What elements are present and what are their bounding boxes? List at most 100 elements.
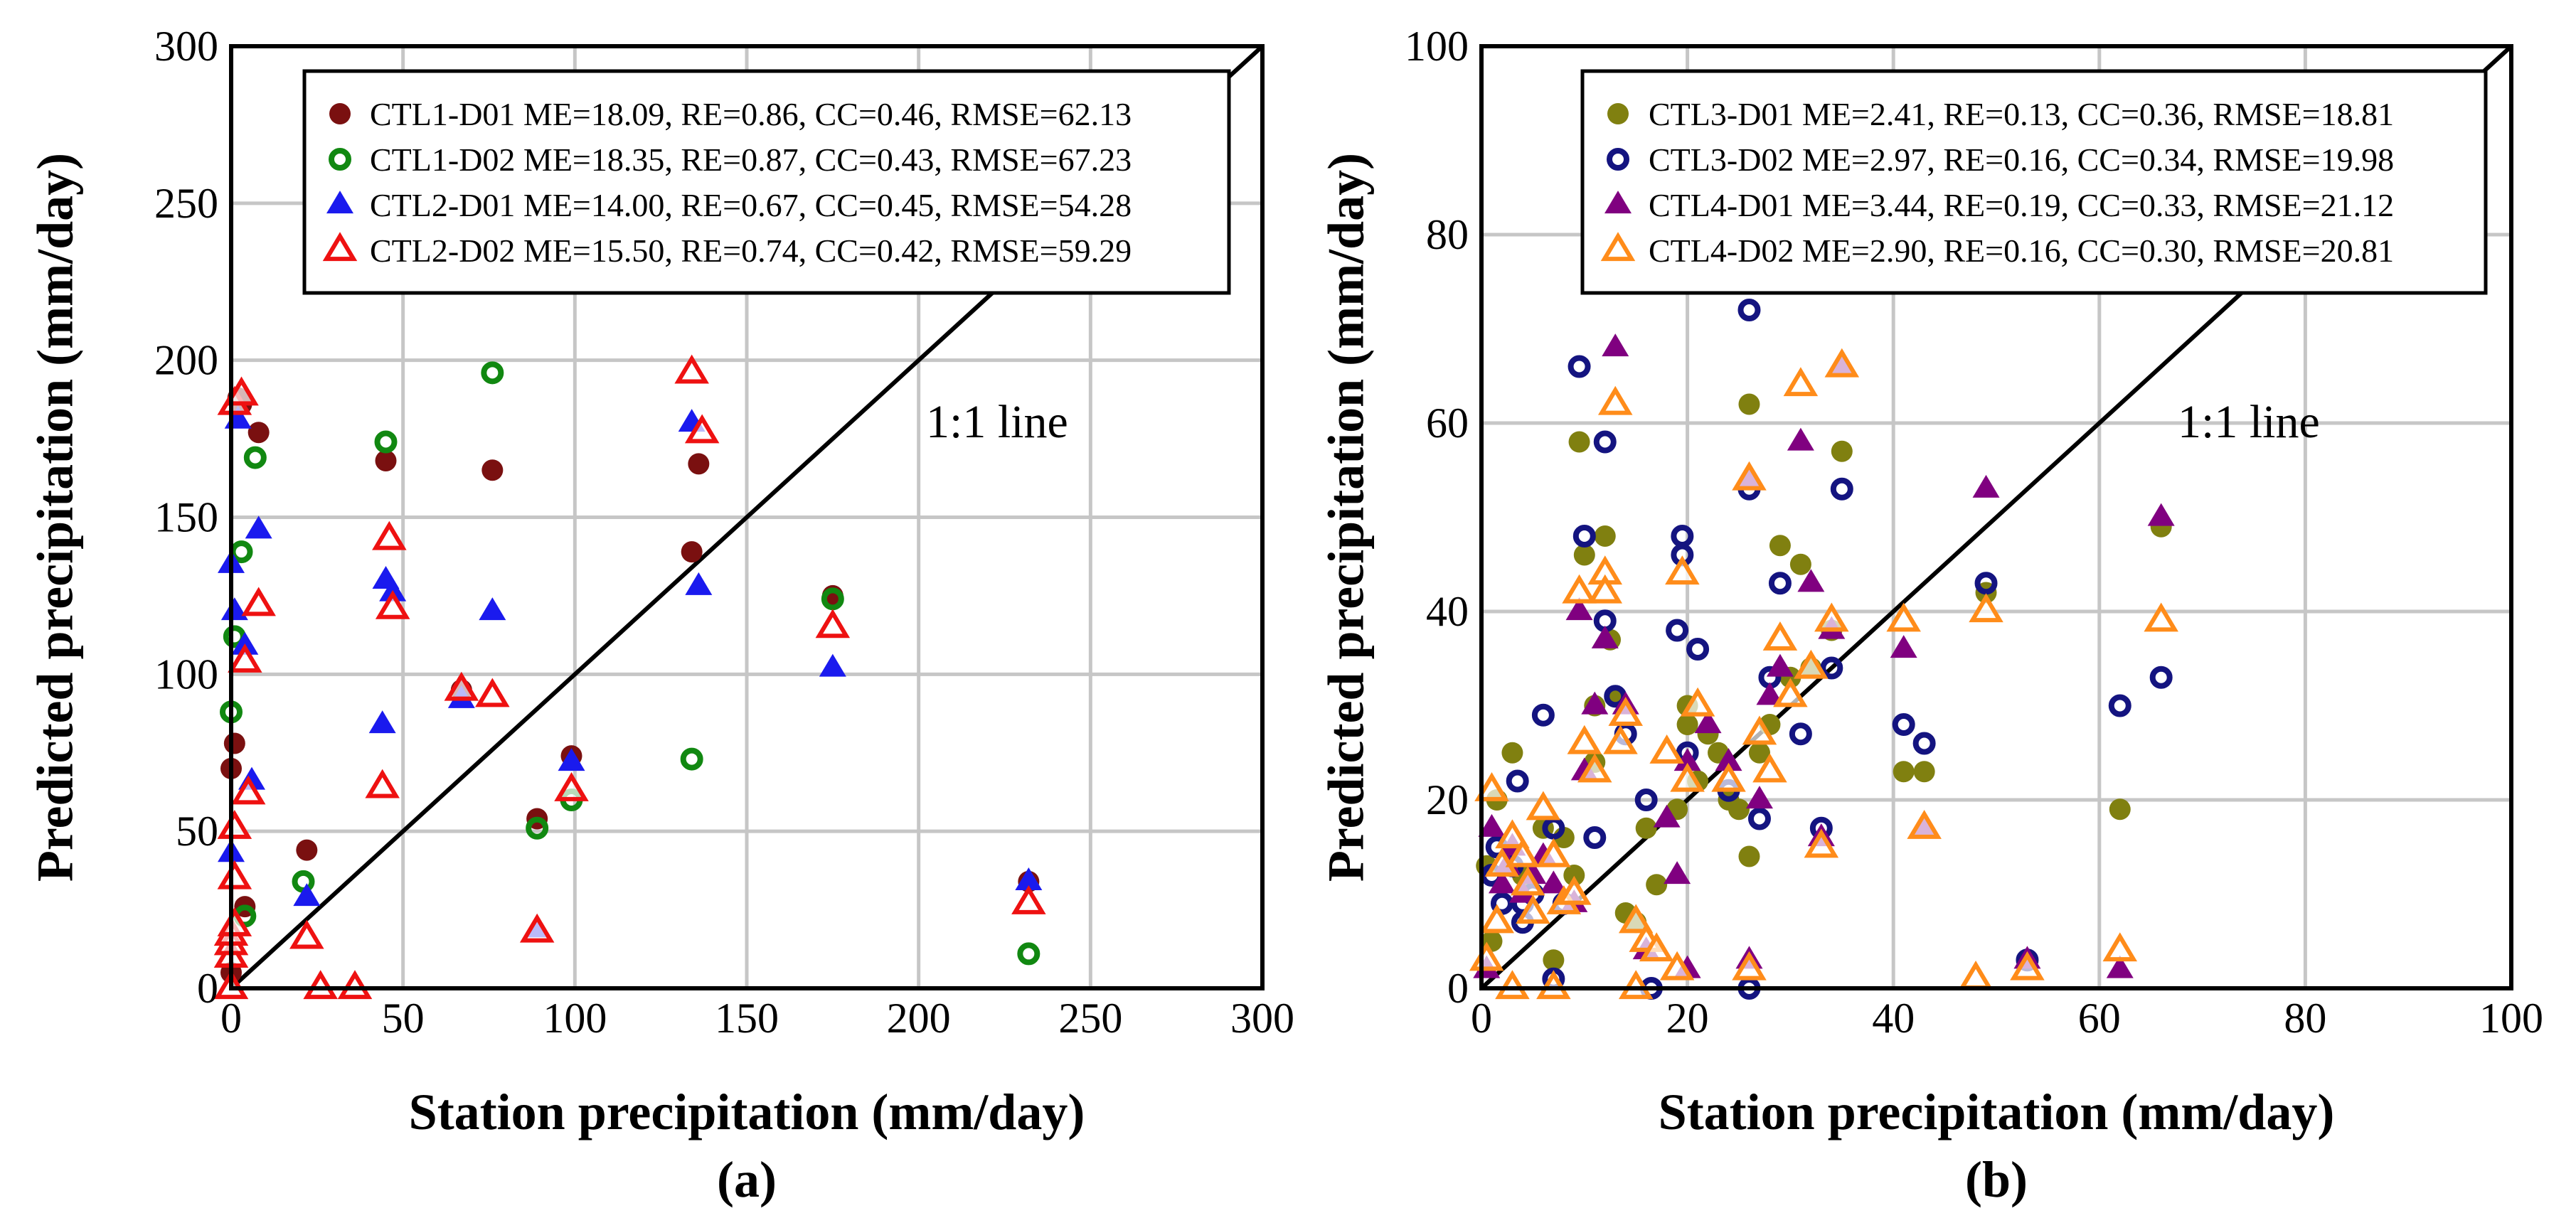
panel-b-data-point (2144, 602, 2178, 632)
panel-b-data-point (1748, 742, 1770, 764)
panel-a-data-point (685, 572, 713, 595)
panel-b-data-point (1572, 525, 1596, 547)
panel-b-legend-items: CTL3-D01 ME=2.41, RE=0.13, CC=0.36, RMSE… (1600, 96, 2394, 269)
panel-b-data-point (1597, 385, 1633, 415)
panel-b-data-point (1789, 722, 1812, 746)
panel-b-data-point (1756, 682, 1784, 705)
panel-a-data-point (519, 913, 555, 943)
panel-b-data-point (1747, 807, 1771, 830)
panel-b-data-point (1505, 838, 1540, 867)
panel-a-data-point (293, 883, 321, 907)
panel-a-data-point (223, 732, 245, 754)
panel-b-legend-entry: CTL4-D01 ME=3.44, RE=0.19, CC=0.33, RMSE… (1604, 187, 2394, 223)
panel-b-data-point (1820, 656, 1843, 680)
panel-a-legend-entry: CTL2-D02 ME=15.50, RE=0.74, CC=0.42, RMS… (322, 232, 1132, 269)
panel-a-legend-marker (322, 232, 358, 262)
panel-a-legend-label: CTL2-D01 ME=14.00, RE=0.67, CC=0.45, RMS… (370, 187, 1132, 223)
panel-b-data-point (1653, 804, 1681, 828)
panel-a-x-tick-label: 300 (1230, 995, 1294, 1042)
panel-a-x-tick-label: 250 (1058, 995, 1122, 1042)
panel-b-data-point (1540, 870, 1568, 894)
panel-a-data-point (375, 450, 397, 471)
panel-b-x-tick-label: 80 (2284, 995, 2326, 1042)
panel-a-data-point (374, 430, 398, 454)
panel-a-data-point (368, 710, 396, 734)
panel-a-data-point (303, 970, 338, 1000)
panel-b-data-point (1732, 951, 1767, 980)
panel-b-x-tick-label: 20 (1666, 995, 1709, 1042)
panel-b-data-point (1794, 649, 1829, 679)
panel-b-data-point (1738, 845, 1760, 867)
panel-b-data-point (1478, 813, 1506, 837)
panel-a-data-point (217, 907, 252, 936)
panel-b-data-point (1495, 819, 1530, 849)
panel-a-legend-label: CTL2-D02 ME=15.50, RE=0.74, CC=0.42, RMS… (370, 233, 1132, 269)
panel-b-data-point (1769, 535, 1791, 557)
panel-a-y-tick-labels: 0 50 100 150 200 250 300 (154, 23, 218, 1012)
panel-b-legend-marker (1600, 232, 1636, 262)
panel-a-legend-items: CTL1-D01 ME=18.09, RE=0.86, CC=0.46, RMS… (322, 96, 1132, 269)
panel-a-data-point (241, 587, 276, 616)
panel-b-data-point (1591, 625, 1619, 648)
panel-b-data-point (1728, 798, 1750, 821)
panel-a-data-point (526, 816, 549, 840)
panel-b-data-point (1892, 713, 1915, 736)
panel-b-series-1 (1476, 393, 2172, 971)
panel-b-data-point (1583, 826, 1607, 849)
panel-b-legend-marker (1604, 191, 1632, 214)
panel-b-legend-label: CTL4-D01 ME=3.44, RE=0.19, CC=0.33, RMSE… (1649, 187, 2394, 223)
panel-a-data-point (1017, 942, 1040, 966)
panel-b-legend-label: CTL4-D02 ME=2.90, RE=0.16, CC=0.30, RMSE… (1649, 233, 2394, 269)
panel-b-series-4 (1469, 348, 2178, 1000)
panel-a-data-point (231, 631, 259, 655)
panel-a-data-point (375, 589, 410, 619)
panel-a-data-point (444, 671, 479, 701)
panel-b-data-point (1711, 762, 1746, 792)
panel-a-one-to-one-label: 1:1 line (926, 396, 1068, 448)
panel-b-y-tick-label: 60 (1426, 400, 1469, 447)
panel-a-y-tick-label: 0 (197, 965, 218, 1012)
panel-a-legend-marker (329, 103, 351, 124)
panel-b-data-point (1732, 461, 1767, 491)
panel-b-data-point (1830, 477, 1853, 501)
panel-a-data-point (228, 643, 262, 673)
panel-b-data-point (1618, 904, 1654, 934)
panel-a-data-point (1011, 885, 1046, 914)
panel-b-one-to-one-label: 1:1 line (2178, 396, 2320, 448)
panel-a-data-point (815, 609, 851, 638)
panel-b-data-point (1737, 299, 1761, 321)
panel-a-x-tick-label: 100 (543, 995, 607, 1042)
panel-b-data-point (2109, 798, 2131, 821)
panel-a-x-tick-labels: 0 50 100 150 200 250 300 (220, 995, 1294, 1042)
panel-a-data-point (1015, 867, 1043, 890)
panel-b-data-point (1634, 789, 1658, 811)
panel-b-data-point (1474, 772, 1509, 801)
panel-b-x-tick-label: 40 (1872, 995, 1915, 1042)
panel-a-x-axis-title: Station precipitation (mm/day) (409, 1084, 1085, 1140)
panel-b-y-axis-title: Predicted precipitation (mm/day) (1318, 153, 1375, 882)
panel-a-label: (a) (717, 1151, 777, 1208)
panel-b-data-point (2102, 932, 2138, 962)
panel-b-data-point (1510, 866, 1545, 896)
panel-b-data-point (1593, 430, 1617, 454)
panel-b-x-tick-label: 0 (1471, 995, 1492, 1042)
panel-a-data-point (245, 515, 272, 539)
panel-b-data-point (1773, 678, 1808, 707)
panel-b-data-point (1635, 817, 1657, 839)
panel-a-data-point (684, 414, 720, 444)
panel-b-data-point (1639, 932, 1674, 962)
panel-b-x-tick-labels: 0 20 40 60 80 100 (1471, 995, 2543, 1042)
panel-b-data-point (1958, 961, 1994, 990)
panel-b-data-point (1738, 393, 1760, 415)
panel-a-legend-label: CTL1-D01 ME=18.09, RE=0.86, CC=0.46, RMS… (370, 96, 1132, 132)
panel-a-data-point (481, 361, 504, 385)
panel-b-legend-label: CTL3-D01 ME=2.41, RE=0.13, CC=0.36, RMSE… (1649, 96, 2394, 132)
panel-b-data-point (1797, 569, 1825, 592)
panel-a-y-axis-title: Predicted precipitation (mm/day) (27, 153, 84, 882)
panel-b-data-point (1543, 949, 1565, 971)
panel-b-data-point (2147, 503, 2175, 526)
panel-a-x-tick-label: 150 (715, 995, 779, 1042)
panel-b-data-point (1907, 810, 1942, 839)
panel-b-data-point (1686, 638, 1710, 661)
panel-b-data-point (1893, 761, 1915, 783)
